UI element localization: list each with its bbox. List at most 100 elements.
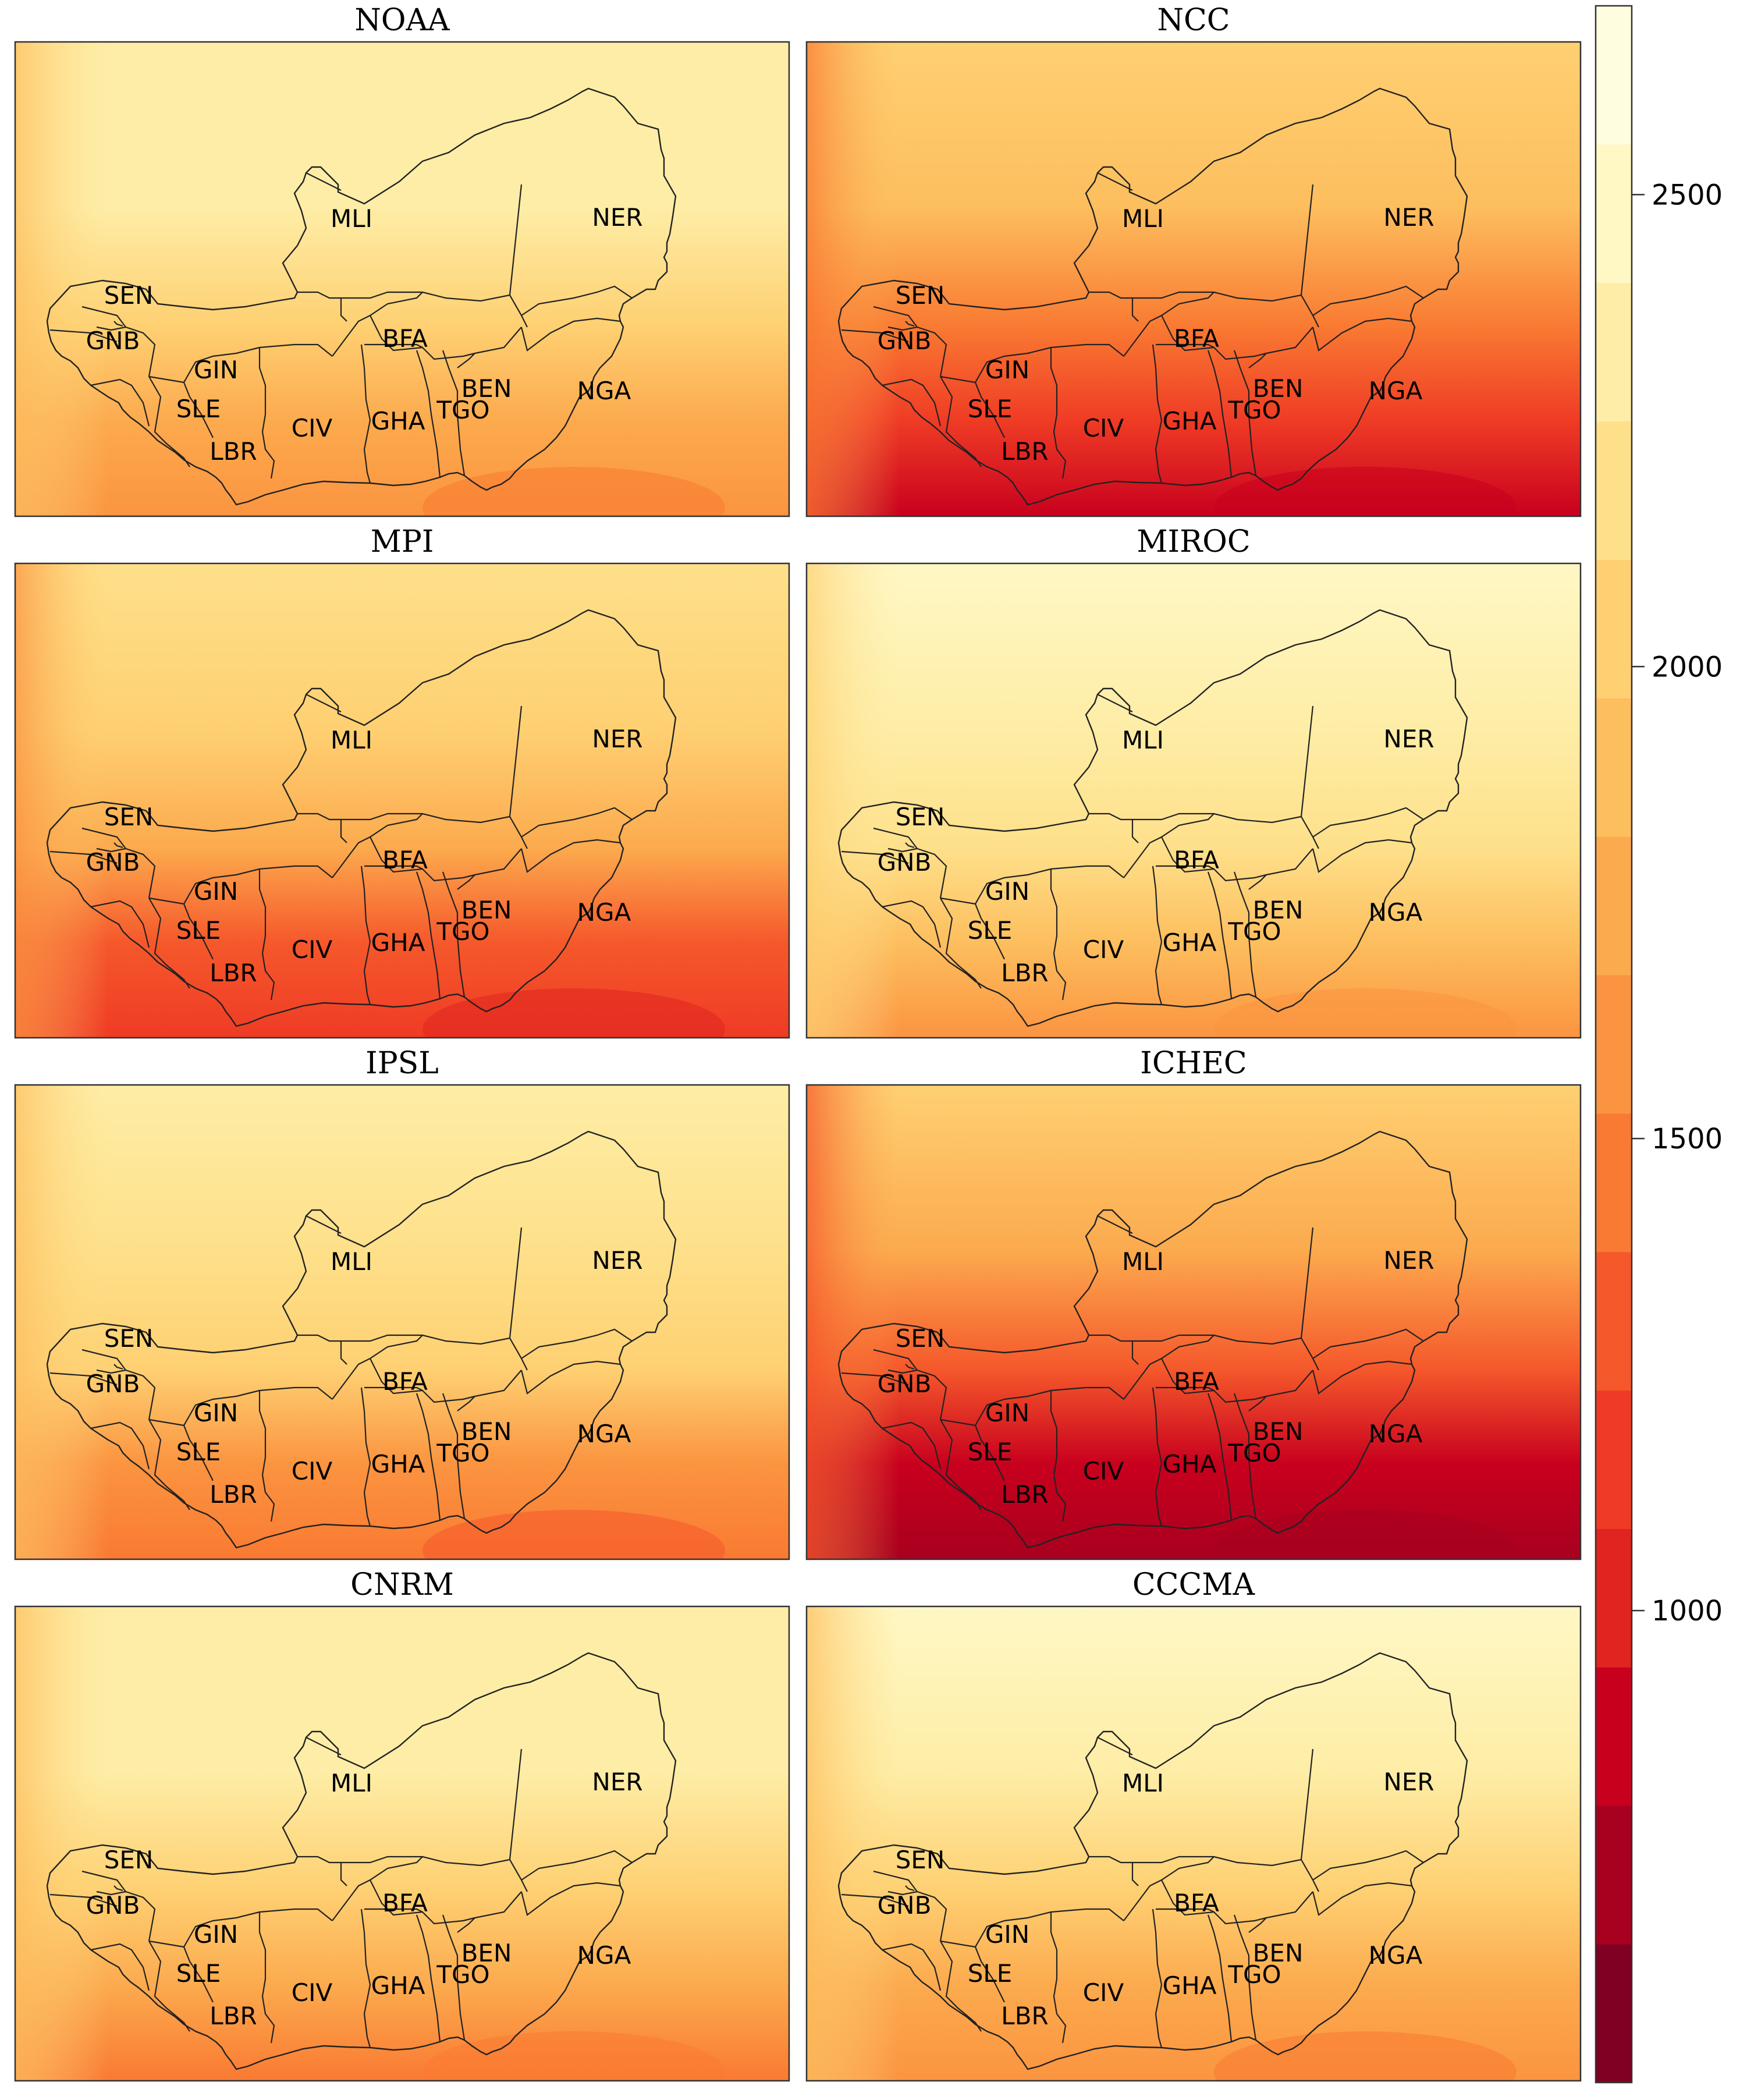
- map-panel-ichec: MLI NER SEN GNB BFA GIN BEN NGA SLE TGO CIV GHA LBR I…: [805, 1046, 1582, 1560]
- panel-frame: [14, 1084, 790, 1560]
- panel-title: NOAA: [354, 3, 450, 38]
- country-label-sen: SEN: [896, 1324, 945, 1353]
- country-label-bfa: BFA: [382, 846, 428, 874]
- country-label-sen: SEN: [896, 1846, 945, 1874]
- country-label-mli: MLI: [1122, 204, 1164, 233]
- country-label-gha: GHA: [371, 1971, 425, 2000]
- colorbar-tick-label: 1500: [1652, 1123, 1723, 1155]
- country-label-gnb: GNB: [86, 1891, 140, 1920]
- colorbar-segment: [1596, 6, 1632, 145]
- country-label-mli: MLI: [1122, 726, 1164, 754]
- ocean-shading: [15, 563, 789, 1038]
- country-label-lbr: LBR: [1001, 959, 1048, 987]
- map-panel-noaa: MLI NER SEN GNB BFA GIN BEN NGA SLE TGO CIV GHA LBR N…: [14, 3, 790, 517]
- map-panel-ncc: MLI NER SEN GNB BFA GIN BEN NGA SLE TGO CIV GHA LBR N…: [805, 3, 1582, 517]
- country-label-gnb: GNB: [878, 327, 932, 355]
- country-label-ben: BEN: [461, 374, 512, 403]
- country-label-ben: BEN: [1253, 374, 1304, 403]
- country-label-tgo: TGO: [436, 1960, 489, 1989]
- country-label-mli: MLI: [331, 204, 372, 233]
- colorbar-segment: [1596, 1805, 1632, 1945]
- country-label-bfa: BFA: [382, 324, 428, 353]
- country-label-lbr: LBR: [1001, 1480, 1048, 1509]
- country-label-nga: NGA: [577, 1420, 631, 1448]
- colorbar-segment: [1596, 1113, 1632, 1253]
- panel-title: NCC: [1157, 3, 1230, 38]
- country-label-sle: SLE: [968, 1438, 1013, 1466]
- country-label-tgo: TGO: [436, 396, 489, 424]
- country-label-gnb: GNB: [86, 1370, 140, 1398]
- colorbar-tick-label: 2500: [1652, 179, 1723, 211]
- country-label-ner: NER: [592, 1246, 642, 1275]
- colorbar-segment: [1596, 698, 1632, 837]
- country-label-gha: GHA: [1163, 928, 1217, 957]
- country-label-nga: NGA: [577, 1941, 631, 1970]
- panel-frame: [805, 1605, 1582, 2082]
- colorbar-segment: [1596, 1390, 1632, 1530]
- country-label-gha: GHA: [371, 407, 425, 435]
- country-label-civ: CIV: [292, 1978, 333, 2007]
- country-label-nga: NGA: [577, 898, 631, 927]
- country-label-sle: SLE: [176, 1438, 221, 1466]
- coastal-shading: [422, 988, 725, 1038]
- coastal-shading: [1214, 2031, 1517, 2081]
- country-label-gnb: GNB: [878, 1370, 932, 1398]
- country-label-civ: CIV: [292, 1457, 333, 1485]
- country-label-civ: CIV: [1083, 1978, 1124, 2007]
- colorbar-segment: [1596, 1944, 1632, 2083]
- country-label-gin: GIN: [985, 356, 1029, 384]
- colorbar-segment: [1596, 559, 1632, 698]
- country-label-bfa: BFA: [382, 1367, 428, 1396]
- coastal-shading: [1214, 467, 1517, 516]
- country-label-tgo: TGO: [436, 1439, 489, 1467]
- country-label-ner: NER: [1383, 725, 1434, 753]
- country-label-ben: BEN: [461, 1417, 512, 1446]
- panel-frame: [14, 562, 790, 1039]
- country-label-lbr: LBR: [1001, 2002, 1048, 2030]
- country-label-mli: MLI: [331, 726, 372, 754]
- ocean-shading: [15, 1606, 789, 2081]
- country-label-gin: GIN: [194, 877, 238, 906]
- panel-frame: [14, 1605, 790, 2082]
- ocean-shading: [807, 1085, 1581, 1559]
- country-label-civ: CIV: [292, 414, 333, 442]
- panel-title: CCCMA: [1132, 1567, 1256, 1602]
- country-label-sen: SEN: [896, 281, 945, 310]
- country-label-sle: SLE: [176, 916, 221, 945]
- country-label-nga: NGA: [1369, 1420, 1423, 1448]
- ocean-shading: [15, 1085, 789, 1559]
- country-label-ben: BEN: [1253, 1939, 1304, 1967]
- country-label-ner: NER: [1383, 203, 1434, 232]
- country-label-gha: GHA: [1163, 1450, 1217, 1478]
- ocean-shading: [15, 42, 789, 516]
- country-label-lbr: LBR: [1001, 437, 1048, 466]
- country-label-tgo: TGO: [1227, 396, 1281, 424]
- coastal-shading: [1214, 988, 1517, 1038]
- country-label-gin: GIN: [985, 877, 1029, 906]
- colorbar-segment: [1596, 1667, 1632, 1806]
- country-label-bfa: BFA: [1174, 1889, 1219, 1917]
- country-label-sen: SEN: [104, 803, 154, 831]
- country-label-ben: BEN: [1253, 1417, 1304, 1446]
- country-label-gnb: GNB: [878, 848, 932, 877]
- country-label-lbr: LBR: [209, 2002, 257, 2030]
- colorbar-tick-label: 1000: [1652, 1595, 1723, 1627]
- map-panel-cnrm: MLI NER SEN GNB BFA GIN BEN NGA SLE TGO CIV GHA LBR C…: [14, 1567, 790, 2082]
- country-label-gha: GHA: [371, 928, 425, 957]
- country-label-tgo: TGO: [1227, 1439, 1281, 1467]
- coastal-shading: [1214, 1510, 1517, 1559]
- panels: MLI NER SEN GNB BFA GIN BEN NGA SLE TGO CIV GHA LBR N…: [14, 3, 1582, 2082]
- coastal-shading: [422, 467, 725, 516]
- country-label-gin: GIN: [194, 356, 238, 384]
- country-label-civ: CIV: [1083, 414, 1124, 442]
- country-label-sen: SEN: [104, 1324, 154, 1353]
- country-label-tgo: TGO: [436, 917, 489, 946]
- country-label-sle: SLE: [176, 1959, 221, 1988]
- colorbar-segment: [1596, 421, 1632, 560]
- country-label-civ: CIV: [1083, 1457, 1124, 1485]
- colorbar-segment: [1596, 1528, 1632, 1668]
- country-label-gin: GIN: [985, 1920, 1029, 1949]
- country-label-gnb: GNB: [86, 848, 140, 877]
- country-label-gin: GIN: [194, 1920, 238, 1949]
- country-label-lbr: LBR: [209, 437, 257, 466]
